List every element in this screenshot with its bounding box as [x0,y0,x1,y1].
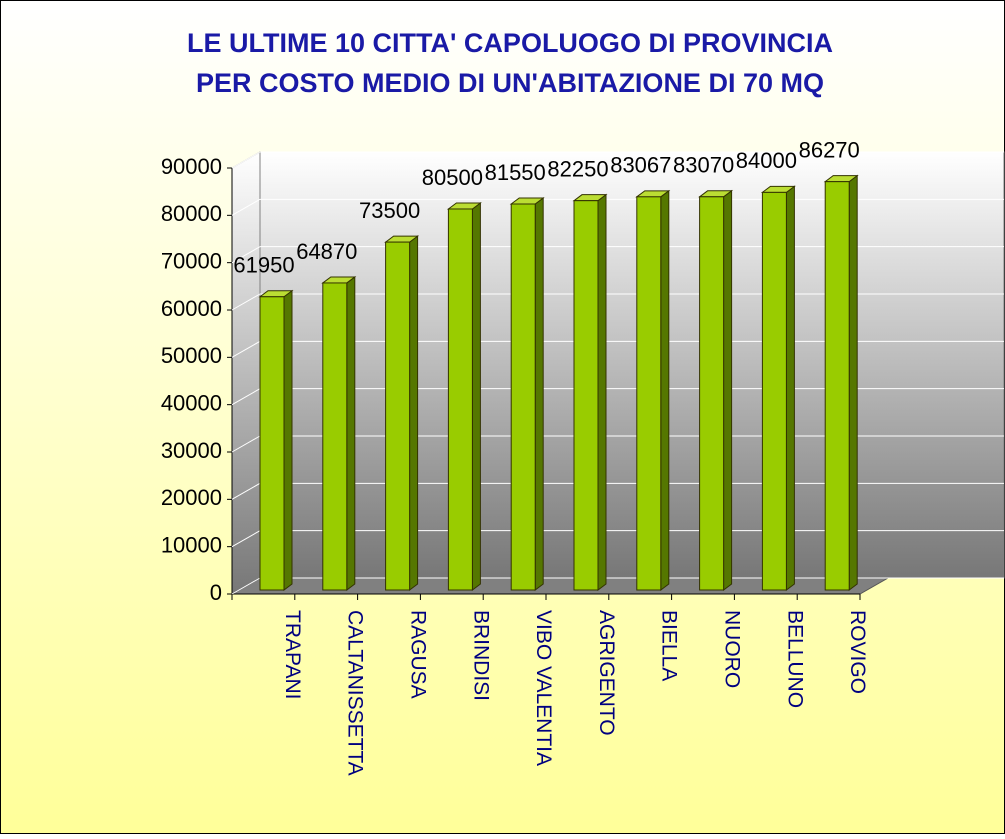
data-label: 80500 [422,165,483,190]
x-tick-label: ROVIGO [846,610,869,694]
y-tick-label: 90000 [161,154,222,179]
bar [446,201,482,591]
data-label: 73500 [359,198,420,223]
grid-line [231,388,261,406]
grid-line [231,198,261,216]
bar [509,196,545,591]
bar-face [259,296,285,591]
data-label: 64870 [296,239,357,264]
x-tick-label: CALTANISSETTA [344,610,367,776]
bar-face [660,189,670,591]
bar-face [824,181,850,591]
y-tick-label: 50000 [161,343,222,368]
data-label: 82250 [547,156,608,181]
grid-line [231,530,261,548]
bar-face [346,275,356,591]
bar-face [510,203,536,591]
bar [572,193,608,591]
data-label: 81550 [485,160,546,185]
y-tick-label: 40000 [161,390,222,415]
grid-line [231,340,261,358]
bar-face [322,282,348,591]
grid-line [231,246,261,264]
bar-face [385,241,411,591]
bar-face [597,193,607,591]
x-tick-label: VIBO VALENTIA [532,610,555,766]
y-tick-label: 10000 [161,532,222,557]
y-tick-label: 20000 [161,485,222,510]
bar-face [761,191,787,591]
bar [635,189,671,591]
x-tick-label: AGRIGENTO [595,610,618,736]
bar-face [785,185,795,591]
bar [384,235,420,591]
data-label: 86270 [799,137,860,162]
chart-title: PER COSTO MEDIO DI UN'ABITAZIONE DI 70 M… [196,68,824,98]
x-tick-label: BRINDISI [469,610,492,701]
y-tick-label: 30000 [161,438,222,463]
bar-face [409,235,419,591]
chart-title: LE ULTIME 10 CITTA' CAPOLUOGO DI PROVINC… [187,28,833,58]
grid-line [231,293,261,311]
x-tick-label: BELLUNO [783,610,806,708]
x-tick-label: BIELLA [658,610,681,681]
bar [823,174,859,591]
bar-face [534,196,544,591]
bar [698,189,734,591]
grid-line [231,151,261,169]
data-label: 83070 [673,153,734,178]
grid-line [231,435,261,453]
data-label: 84000 [736,148,797,173]
y-tick-label: 60000 [161,296,222,321]
bar-face [447,208,473,591]
x-tick-label: TRAPANI [281,610,304,699]
bar-face [699,196,725,591]
bar-face [723,189,733,591]
x-tick-label: RAGUSA [406,610,429,699]
y-tick-label: 80000 [161,201,222,226]
bar-face [471,201,481,591]
data-label: 61950 [233,253,294,278]
bar-face [283,289,293,591]
bar [321,275,357,591]
bar-face [636,196,662,591]
bar [258,289,294,591]
side-wall [231,151,261,595]
x-tick-label: NUORO [720,610,743,688]
grid-line [231,482,261,500]
y-tick-label: 0 [210,580,222,605]
bar-face [848,174,858,591]
grid-line [231,577,261,595]
y-tick-label: 70000 [161,248,222,273]
bar-face [573,200,599,591]
bar [760,185,796,591]
data-label: 83067 [610,153,671,178]
